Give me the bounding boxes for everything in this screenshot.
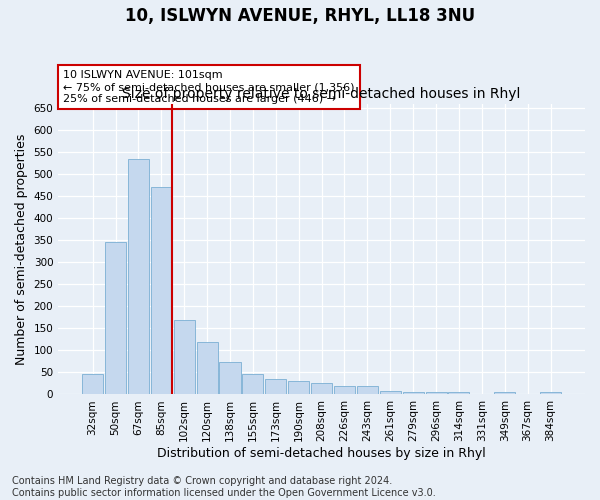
Y-axis label: Number of semi-detached properties: Number of semi-detached properties: [15, 134, 28, 365]
Bar: [311, 384, 332, 394]
Title: Size of property relative to semi-detached houses in Rhyl: Size of property relative to semi-detach…: [122, 87, 521, 101]
Bar: [380, 391, 401, 394]
Bar: [357, 386, 378, 394]
Bar: [334, 386, 355, 394]
X-axis label: Distribution of semi-detached houses by size in Rhyl: Distribution of semi-detached houses by …: [157, 447, 486, 460]
Text: Contains HM Land Registry data © Crown copyright and database right 2024.
Contai: Contains HM Land Registry data © Crown c…: [12, 476, 436, 498]
Bar: [265, 379, 286, 394]
Bar: [242, 374, 263, 394]
Bar: [105, 242, 126, 394]
Bar: [494, 392, 515, 394]
Bar: [82, 374, 103, 394]
Text: 10 ISLWYN AVENUE: 101sqm
← 75% of semi-detached houses are smaller (1,356)
25% o: 10 ISLWYN AVENUE: 101sqm ← 75% of semi-d…: [64, 70, 355, 104]
Bar: [128, 159, 149, 394]
Bar: [448, 392, 469, 394]
Bar: [151, 188, 172, 394]
Bar: [288, 381, 309, 394]
Bar: [197, 342, 218, 394]
Text: 10, ISLWYN AVENUE, RHYL, LL18 3NU: 10, ISLWYN AVENUE, RHYL, LL18 3NU: [125, 8, 475, 26]
Bar: [220, 362, 241, 394]
Bar: [173, 320, 195, 394]
Bar: [425, 392, 446, 394]
Bar: [403, 392, 424, 394]
Bar: [540, 392, 561, 394]
